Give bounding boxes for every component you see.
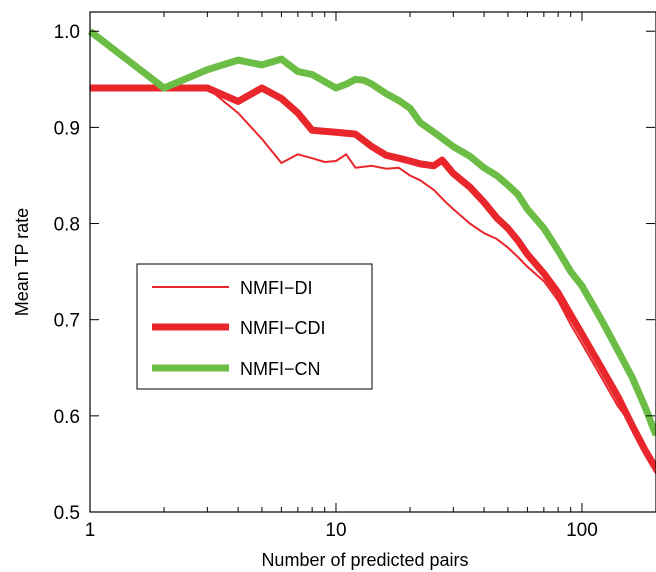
legend: NMFI−DI NMFI−CDI NMFI−CN	[136, 263, 373, 390]
x-axis-label: Number of predicted pairs	[261, 550, 468, 570]
plot-frame	[89, 11, 656, 513]
y-tick-label: 0.8	[54, 215, 80, 236]
legend-label-nmfi-cn: NMFI−CN	[240, 359, 321, 379]
y-tick-label: 0.7	[54, 311, 80, 332]
y-tick-label: 0.9	[54, 118, 80, 139]
y-axis: 0.5 0.6 0.7 0.8 0.9 1.0	[54, 22, 655, 524]
x-tick-label: 100	[566, 520, 598, 541]
series-line-nmfi-cdi	[90, 84, 656, 471]
y-tick-label: 0.6	[54, 407, 80, 428]
series-line-nmfi-cn	[87, 28, 656, 437]
plot-lines	[87, 28, 656, 475]
x-axis: 1 10 100	[85, 12, 656, 541]
legend-label-nmfi-cdi: NMFI−CDI	[240, 318, 326, 338]
legend-label-nmfi-di: NMFI−DI	[240, 278, 313, 298]
x-tick-label: 10	[325, 520, 346, 541]
x-tick-label: 1	[85, 520, 96, 541]
y-tick-label: 0.5	[54, 503, 80, 524]
y-tick-label: 1.0	[54, 22, 80, 43]
series-line-nmfi-di	[90, 87, 656, 475]
y-axis-label: Mean TP rate	[12, 208, 32, 316]
